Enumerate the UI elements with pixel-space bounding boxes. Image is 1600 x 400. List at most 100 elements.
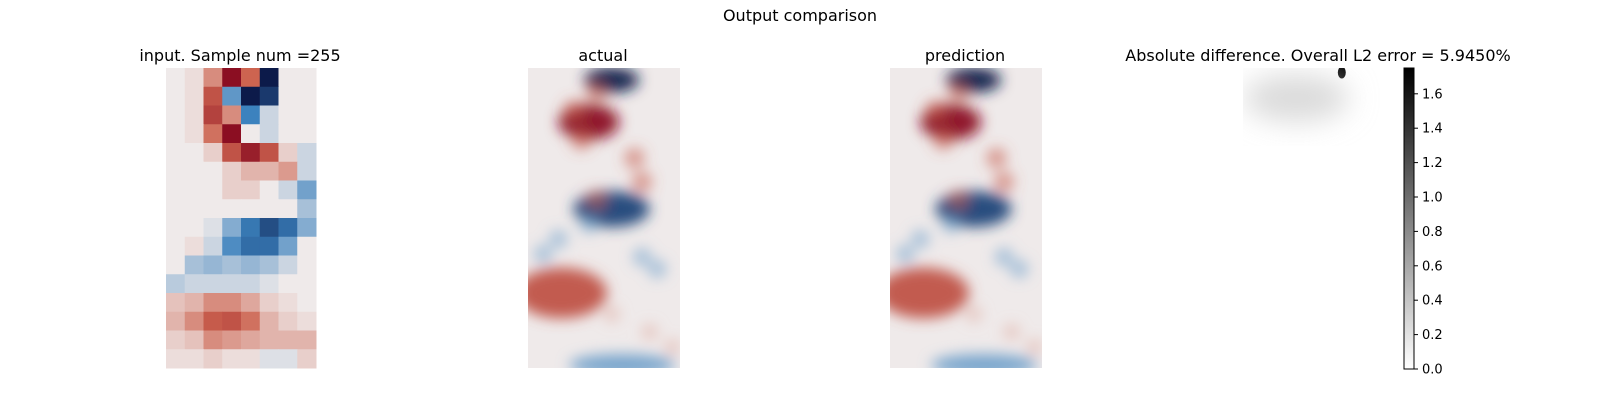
input-cell	[222, 180, 242, 200]
input-cell	[166, 330, 186, 350]
input-cell	[241, 180, 261, 200]
input-cell	[259, 349, 279, 369]
input-cell	[222, 274, 242, 294]
input-cell	[278, 218, 298, 238]
wake	[948, 82, 969, 102]
wake	[1003, 324, 1020, 340]
wake	[986, 148, 1007, 168]
input-cell	[278, 143, 298, 163]
actual-panel-title: actual	[578, 46, 628, 65]
input-cell	[203, 274, 223, 294]
input-cell	[166, 143, 186, 163]
input-cell	[222, 236, 242, 256]
wake	[896, 245, 915, 263]
wake	[549, 230, 568, 248]
prediction-heatmap	[890, 68, 1042, 368]
input-cell	[184, 143, 204, 163]
input-cell	[278, 86, 298, 106]
input-cell	[184, 105, 204, 125]
error-spot	[1337, 68, 1346, 79]
input-cell	[297, 124, 317, 144]
input-cell	[184, 124, 204, 144]
input-cell	[259, 143, 279, 163]
input-cell	[259, 180, 279, 200]
input-cell	[184, 311, 204, 331]
input-cell	[241, 105, 261, 125]
input-cell	[259, 293, 279, 313]
input-cell	[241, 311, 261, 331]
wake	[1026, 339, 1042, 355]
input-cell	[241, 236, 261, 256]
input-cell	[166, 274, 186, 294]
input-cell	[241, 68, 261, 88]
input-cell	[166, 218, 186, 238]
input-cell	[166, 236, 186, 256]
input-cell	[297, 68, 317, 88]
input-cell	[166, 68, 186, 88]
vortex	[569, 354, 676, 368]
wake	[603, 306, 620, 322]
wake	[586, 190, 607, 210]
input-cell	[278, 199, 298, 219]
input-cell	[278, 293, 298, 313]
colorbar-tick-label: 0.4	[1422, 294, 1443, 309]
input-cell	[241, 293, 261, 313]
input-cell	[259, 274, 279, 294]
input-cell	[259, 311, 279, 331]
input-cell	[297, 274, 317, 294]
input-cell	[222, 143, 242, 163]
input-cell	[166, 124, 186, 144]
input-cell	[203, 68, 223, 88]
input-cell	[259, 124, 279, 144]
input-cell	[241, 330, 261, 350]
input-cell	[166, 349, 186, 369]
input-cell	[222, 68, 242, 88]
input-cell	[297, 86, 317, 106]
input-cell	[222, 255, 242, 275]
input-cell	[278, 161, 298, 181]
input-cell	[297, 236, 317, 256]
input-cell	[278, 349, 298, 369]
input-cell	[222, 293, 242, 313]
input-cell	[259, 161, 279, 181]
input-cell	[278, 68, 298, 88]
input-cell	[203, 218, 223, 238]
input-cell	[278, 274, 298, 294]
input-cell	[184, 68, 204, 88]
wake	[994, 172, 1014, 192]
input-cell	[241, 349, 261, 369]
input-cell	[241, 86, 261, 106]
colorbar-tick-label: 1.6	[1422, 87, 1443, 102]
wake	[1010, 260, 1029, 278]
colorbar-tick-label: 1.0	[1422, 191, 1443, 206]
wake	[641, 324, 658, 340]
input-cell	[297, 349, 317, 369]
error-haze	[1243, 74, 1350, 122]
input-cell	[297, 143, 317, 163]
input-panel-title: input. Sample num =255	[139, 46, 341, 65]
input-cell	[259, 218, 279, 238]
input-cell	[297, 218, 317, 238]
input-cell	[184, 218, 204, 238]
input-cell	[241, 255, 261, 275]
input-cell	[297, 180, 317, 200]
wake	[995, 248, 1013, 266]
input-cell	[241, 274, 261, 294]
input-cell	[203, 236, 223, 256]
input-cell	[259, 199, 279, 219]
input-heatmap	[166, 68, 317, 369]
input-cell	[241, 161, 261, 181]
input-cell	[184, 349, 204, 369]
input-cell	[297, 199, 317, 219]
wake	[948, 190, 969, 210]
input-cell	[203, 143, 223, 163]
input-cell	[166, 180, 186, 200]
figure-title: Output comparison	[722, 6, 878, 25]
wake	[925, 100, 946, 120]
input-cell	[222, 199, 242, 219]
prediction-panel-title: prediction	[924, 46, 1006, 65]
input-cell	[203, 293, 223, 313]
input-cell	[222, 311, 242, 331]
input-cell	[184, 255, 204, 275]
